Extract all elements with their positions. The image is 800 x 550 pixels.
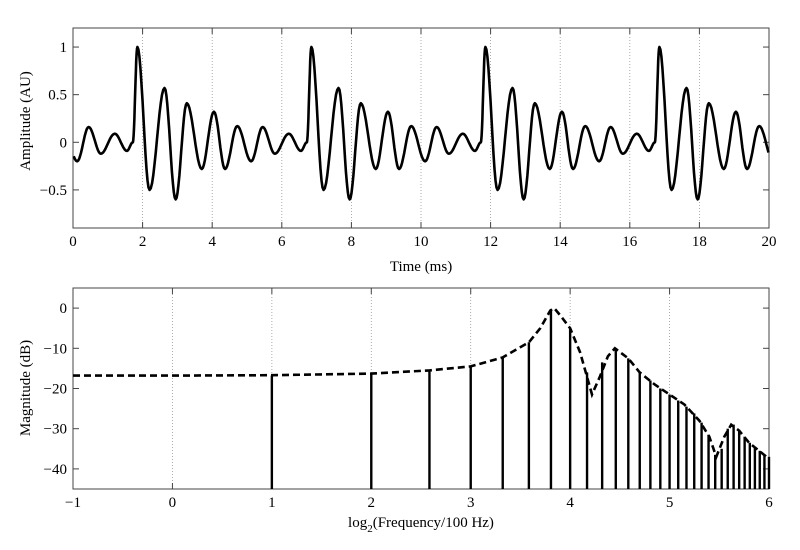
x-tick-label: −1 [65,495,81,511]
waveform-line [72,45,770,201]
x-tick-label: 0 [169,495,177,511]
x-tick-label: 4 [208,234,216,250]
x-tick-label: 5 [666,495,674,511]
spectrum-plot: −1 0 1 2 3 4 5 60−10−20−30−40 [44,287,773,511]
x-tick-label: 12 [483,234,498,250]
x-tick-label: 20 [762,234,777,250]
waveform-plot: 0 2 4 6 8 10 12 14 16 18 20 1 0.5 0 −0.5 [40,27,777,250]
bottom-xlabel: log2(Frequency/100 Hz) [348,515,494,535]
x-tick-label: 16 [622,234,638,250]
y-tick-label: 0.5 [48,88,67,104]
x-tick-label: 6 [765,495,773,511]
y-tick-label: 0 [60,135,68,151]
x-tick-label: 10 [414,234,429,250]
axes-frame [72,27,770,229]
top-ylabel: Amplitude (AU) [18,71,34,171]
y-tick-label: −10 [44,341,67,357]
x-tick-label: 4 [566,495,574,511]
x-tick-label: 6 [278,234,286,250]
x-tick-label: 14 [553,234,569,250]
axes-frame [72,287,770,490]
top-xlabel: Time (ms) [390,259,452,275]
x-tick-label: 2 [139,234,147,250]
x-tick-label: 18 [692,234,707,250]
x-tick-label: 1 [268,495,276,511]
y-tick-label: −0.5 [40,183,67,199]
envelope-dashed-line [73,306,770,461]
bottom-ylabel: Magnitude (dB) [18,340,34,436]
y-tick-label: 0 [60,301,68,317]
y-tick-label: −30 [44,422,67,438]
y-tick-label: −40 [44,462,67,478]
x-tick-label: 8 [348,234,356,250]
x-tick-label: 3 [467,495,475,511]
y-tick-label: −20 [44,382,67,398]
x-tick-label: 0 [69,234,77,250]
x-tick-label: 2 [368,495,376,511]
y-tick-label: 1 [60,40,68,56]
